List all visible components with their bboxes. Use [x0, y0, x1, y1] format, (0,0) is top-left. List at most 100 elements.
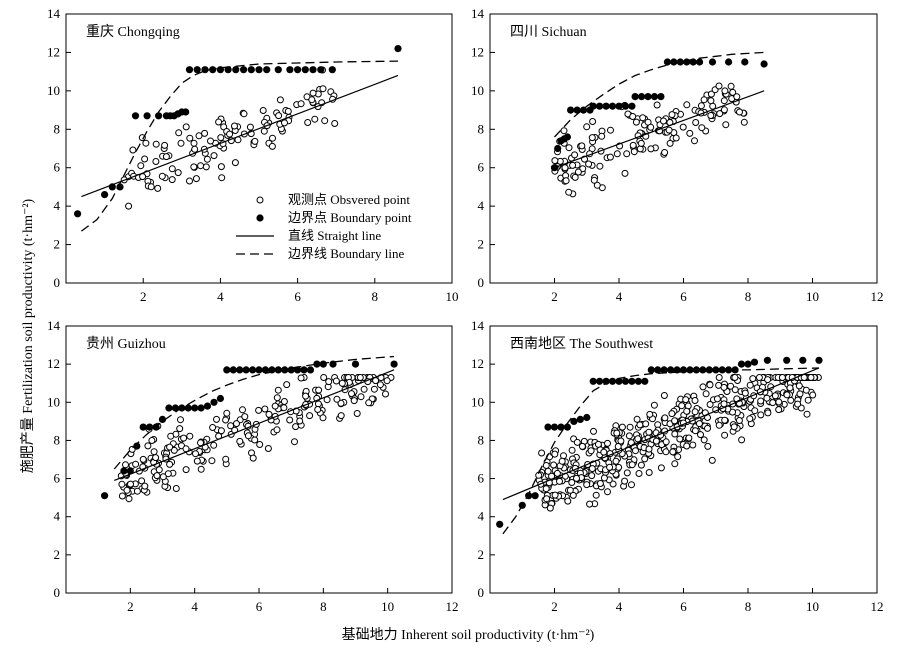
boundary-point	[309, 66, 317, 74]
boundary-point	[647, 366, 655, 374]
observed-point	[382, 390, 389, 398]
observed-point	[280, 404, 288, 412]
boundary-point	[496, 520, 504, 528]
observed-point	[636, 145, 644, 153]
y-tick-label: 8	[54, 121, 61, 136]
y-tick-label: 4	[54, 509, 61, 524]
boundary-point	[692, 366, 701, 374]
observed-point	[348, 390, 355, 398]
observed-point	[332, 377, 340, 385]
observed-point	[637, 139, 645, 147]
observed-point	[256, 441, 264, 448]
panel-1: 0 2 4 6 8 10 12 14 2 4 6 8 10 重庆 Chongqing	[47, 6, 459, 304]
y-tick-label: 6	[478, 160, 485, 175]
observed-point	[141, 482, 149, 490]
observed-point	[630, 148, 638, 156]
panel-3: 0 2 4 6 8 10 12 14 2 4 6 8 10 12 贵州 Guizhou	[47, 318, 459, 614]
y-tick-label: 12	[471, 356, 484, 371]
observed-point	[197, 465, 205, 473]
observed-point	[569, 161, 577, 169]
observed-point	[138, 477, 146, 485]
observed-point	[613, 429, 621, 437]
observed-point	[598, 132, 606, 140]
x-tick-label: 6	[294, 289, 301, 304]
observed-point	[594, 440, 602, 448]
observed-point	[632, 447, 639, 455]
observed-point	[698, 124, 706, 132]
observed-point	[227, 422, 235, 430]
y-tick-label: 6	[478, 471, 485, 486]
legend-label: 直线 Straight line	[288, 228, 381, 243]
boundary-point	[268, 366, 276, 374]
observed-point	[152, 158, 160, 165]
observed-point	[538, 449, 546, 457]
observed-point	[639, 114, 647, 122]
observed-point	[132, 460, 140, 468]
legend: 观测点 Obsvered point 边界点 Boundary point 直线 S…	[236, 192, 412, 261]
y-tick-label: 12	[471, 44, 484, 59]
observed-point	[715, 374, 723, 381]
observed-point	[794, 400, 802, 408]
observed-point	[604, 439, 611, 447]
observed-point	[210, 152, 218, 160]
observed-point	[721, 431, 729, 439]
y-tick-label: 10	[471, 83, 484, 98]
observed-point	[308, 96, 316, 104]
observed-point	[730, 423, 738, 431]
observed-point	[177, 416, 184, 424]
boundary-point	[236, 366, 244, 374]
observed-point	[721, 87, 729, 95]
observed-point	[583, 123, 591, 131]
observed-point	[241, 413, 249, 421]
observed-point	[635, 470, 643, 477]
observed-point	[306, 412, 314, 420]
boundary-point	[171, 404, 179, 412]
observed-point	[249, 454, 257, 462]
observed-point	[573, 474, 580, 482]
observed-point	[707, 97, 715, 105]
boundary-point	[596, 102, 604, 110]
boundary-point	[394, 45, 402, 53]
boundary-point	[608, 377, 617, 385]
observed-point	[304, 119, 312, 126]
y-tick-label: 8	[478, 121, 485, 136]
observed-point	[186, 177, 193, 185]
observed-point	[236, 437, 244, 445]
observed-point	[291, 438, 298, 446]
observed-point	[150, 448, 158, 456]
observed-point	[764, 409, 772, 417]
x-tick-label: 2	[127, 599, 134, 614]
observed-point	[161, 141, 169, 149]
boundary-point	[191, 404, 199, 412]
x-tick-label: 10	[381, 599, 394, 614]
observed-point	[685, 434, 693, 442]
observed-point	[166, 443, 174, 451]
panels: 0 2 4 6 8 10 12 14 2 4 6 8 10 重庆 Chongqing 0 2 4 6 8 10 12 14…	[47, 6, 884, 614]
observed-point	[731, 386, 739, 394]
x-axis-label: 基础地力 Inherent soil productivity (t·hm⁻²)	[342, 626, 595, 643]
observed-points	[120, 66, 339, 210]
observed-point	[569, 491, 577, 499]
observed-point	[642, 420, 650, 428]
observed-point	[309, 89, 317, 97]
observed-point	[669, 448, 677, 456]
observed-point	[315, 386, 323, 394]
straight-line	[114, 369, 395, 482]
boundary-point	[294, 66, 302, 74]
boundary-point	[287, 366, 295, 374]
y-tick-label: 10	[471, 394, 484, 409]
observed-point	[275, 112, 283, 120]
boundary-point	[638, 93, 646, 101]
observed-point	[716, 110, 724, 118]
boundary-point	[615, 377, 623, 385]
observed-point	[647, 145, 655, 153]
boundary-point	[178, 404, 186, 412]
observed-point	[755, 374, 763, 381]
observed-point	[637, 461, 645, 469]
observed-point	[174, 169, 182, 177]
boundary-point	[689, 58, 697, 66]
observed-point	[192, 450, 199, 458]
observed-point	[574, 168, 582, 176]
boundary-point	[589, 102, 597, 110]
boundary-point	[525, 492, 533, 500]
